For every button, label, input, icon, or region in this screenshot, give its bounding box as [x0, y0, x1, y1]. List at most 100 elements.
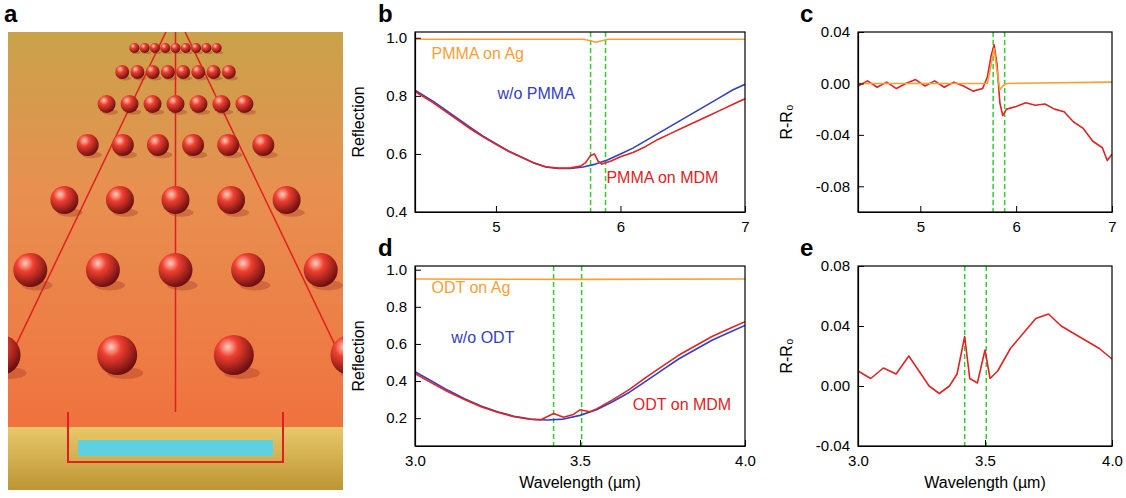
- plot-frame: [858, 266, 1112, 446]
- series-line: [858, 314, 1112, 394]
- y-tick: 0.00: [821, 377, 864, 394]
- series-label: ODT on MDM: [633, 396, 731, 413]
- y-tick-label: 0.8: [386, 87, 407, 104]
- plot-frame: [415, 32, 745, 212]
- x-tick-label: 7: [1108, 218, 1116, 235]
- y-tick-label: 0.6: [386, 145, 407, 162]
- x-tick-mark: [1112, 440, 1113, 446]
- x-tick: 7: [741, 206, 749, 235]
- illustration-dielectric: [78, 440, 273, 456]
- panel-e: 3.03.54.0-0.040.000.040.08R-R₀Wavelength…: [778, 234, 1123, 491]
- panel-letter: a: [4, 0, 18, 27]
- x-axis-title: Wavelength (µm): [519, 474, 641, 491]
- y-axis: 0.4 0.6 0.8 1.0: [386, 29, 421, 220]
- y-axis-line: [858, 33, 859, 213]
- y-tick: 0.6: [386, 335, 421, 352]
- x-tick: 3.5: [975, 440, 996, 469]
- illustration-sphere: [140, 43, 150, 53]
- y-tick: 0.4: [386, 372, 421, 389]
- y-tick: 0.6: [386, 145, 421, 162]
- y-tick: 0.04: [821, 23, 864, 40]
- illustration-sphere: [273, 186, 301, 214]
- y-axis: -0.08-0.040.000.04: [816, 23, 864, 212]
- x-tick-mark: [1112, 206, 1113, 212]
- illustration-sphere: [201, 43, 211, 53]
- illustration-line: [185, 32, 343, 412]
- illustration-sphere: [235, 95, 253, 113]
- plot-area: [858, 266, 1112, 446]
- x-tick-mark: [620, 206, 621, 212]
- reference-line: [590, 32, 592, 212]
- x-tick: 5: [917, 206, 925, 235]
- x-tick-mark: [1016, 206, 1017, 212]
- illustration-sphere: [150, 43, 160, 53]
- reference-line: [964, 266, 966, 446]
- y-tick-label: 0.4: [386, 203, 407, 220]
- x-axis-line: [416, 212, 746, 213]
- panel-b: 5670.40.60.81.0ReflectionPMMA on Agw/o P…: [350, 0, 750, 235]
- y-tick: 1.0: [386, 261, 421, 278]
- series-label: w/o ODT: [450, 329, 514, 346]
- reference-line: [1004, 32, 1006, 212]
- x-tick-label: 7: [741, 218, 749, 235]
- x-tick-label: 4.0: [1102, 452, 1123, 469]
- illustration-sphere: [191, 43, 201, 53]
- illustration-sphere: [144, 95, 162, 113]
- illustration-sphere: [214, 335, 254, 375]
- y-tick: 1.0: [386, 29, 421, 46]
- y-tick-mark: [415, 212, 421, 213]
- x-tick: 4.0: [735, 440, 756, 469]
- illustration-sphere: [130, 65, 144, 79]
- y-tick-mark: [415, 307, 421, 308]
- y-tick-label: -0.04: [816, 437, 850, 454]
- plot-area: [858, 32, 1112, 212]
- illustration-outline: [68, 412, 283, 462]
- y-tick: 0.8: [386, 298, 421, 315]
- illustration-sphere: [162, 186, 190, 214]
- y-tick-mark: [858, 266, 864, 267]
- y-tick: 0.4: [386, 203, 421, 220]
- illustration: [8, 32, 343, 490]
- y-tick-label: -0.04: [816, 126, 850, 143]
- illustration-sphere: [161, 65, 175, 79]
- y-tick: 0.8: [386, 87, 421, 104]
- x-tick: 4.0: [1102, 440, 1123, 469]
- panel-d: 3.03.54.00.20.40.60.81.0ReflectionWavele…: [350, 234, 756, 491]
- illustration-sphere: [167, 95, 185, 113]
- illustration-sphere: [8, 335, 21, 375]
- series-line: [415, 92, 745, 169]
- x-axis: 3.03.54.0: [405, 440, 756, 469]
- illustration-sphere: [86, 253, 120, 287]
- x-tick-mark: [580, 440, 581, 446]
- x-axis-line: [859, 446, 1113, 447]
- illustration-sphere: [129, 43, 139, 53]
- panel-c: 567-0.08-0.040.000.04R-R₀c: [778, 0, 1117, 235]
- y-axis-line: [415, 267, 416, 447]
- y-tick-mark: [858, 32, 864, 33]
- y-tick-mark: [415, 381, 421, 382]
- y-axis-title: Reflection: [350, 86, 367, 157]
- y-tick: 0.00: [821, 75, 864, 92]
- series-label: PMMA on Ag: [432, 45, 525, 62]
- y-axis-line: [858, 267, 859, 447]
- illustration-background: [8, 32, 343, 490]
- y-tick-mark: [415, 344, 421, 345]
- y-tick-mark: [415, 270, 421, 271]
- plot-frame: [415, 266, 745, 446]
- x-tick-label: 3.5: [570, 452, 591, 469]
- illustration-sphere: [252, 134, 274, 156]
- illustration-line: [175, 32, 177, 412]
- illustration-sphere: [97, 335, 137, 375]
- x-tick: 7: [1108, 206, 1116, 235]
- illustration-sphere: [98, 95, 116, 113]
- plot-area: [415, 266, 745, 446]
- y-tick-mark: [415, 154, 421, 155]
- illustration-sphere: [77, 134, 99, 156]
- y-tick-label: 0.00: [821, 377, 850, 394]
- illustration-sphere: [13, 253, 47, 287]
- y-tick-mark: [415, 96, 421, 97]
- x-axis: 567: [859, 206, 1117, 235]
- x-tick: 6: [617, 206, 625, 235]
- y-tick-label: 0.00: [821, 75, 850, 92]
- illustration-sphere: [212, 43, 222, 53]
